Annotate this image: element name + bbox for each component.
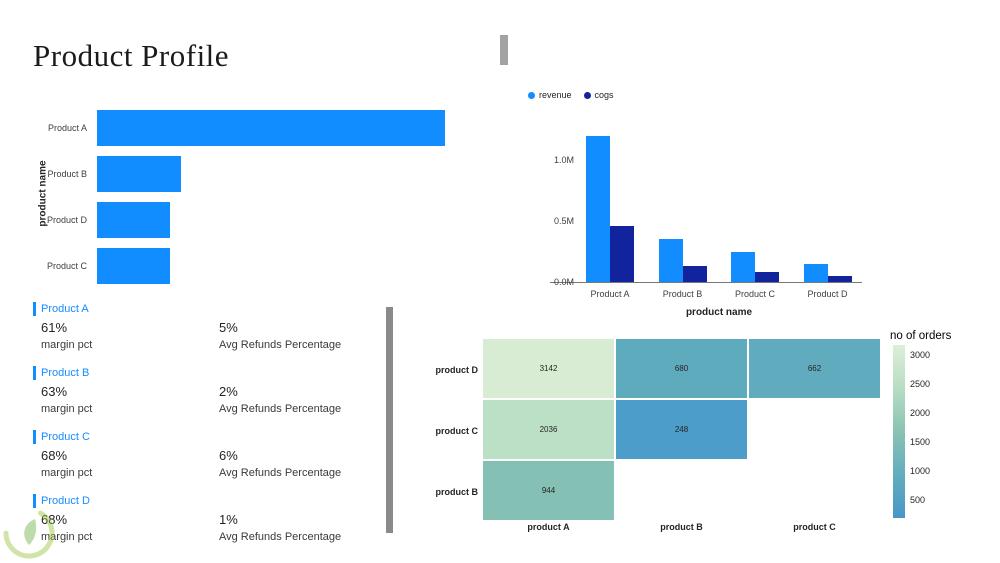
cards-scrollbar[interactable] (386, 307, 393, 533)
margin-value: 63% (41, 384, 68, 399)
card-title: Product D (33, 494, 383, 510)
heatmap-column-label: product B (660, 522, 703, 532)
cogs-bar[interactable] (682, 266, 707, 282)
bar-category-label: Product C (46, 261, 87, 271)
color-scale-tick-label: 1500 (910, 437, 931, 447)
bar-category-label: Product B (47, 169, 87, 179)
bar-chart-plot: Product A Product B Product D Product C (35, 110, 455, 294)
bar-track (97, 248, 455, 284)
refunds-value: 1% (219, 512, 238, 527)
bar-category-label: Product A (47, 123, 87, 133)
color-scale-tick-label: 3000 (910, 350, 931, 360)
refunds-value: 5% (219, 320, 238, 335)
chart-legend: revenue cogs (528, 90, 614, 100)
heatmap-orders: product D 3142 680 662 product C 2036 248 produ… (420, 330, 1000, 550)
x-axis-title: product name (685, 307, 753, 318)
bar-track (97, 156, 455, 192)
legend-item-cogs[interactable]: cogs (583, 90, 614, 100)
heatmap-cell[interactable]: 662 (749, 339, 880, 398)
refunds-label: Avg Refunds Percentage (219, 403, 342, 415)
bar[interactable] (97, 202, 171, 238)
bar-track (97, 202, 455, 238)
page-title: Product Profile (33, 38, 230, 73)
card-product-c: Product C 68% margin pct 6% Avg Refunds … (33, 430, 383, 494)
bar-row: Product B (35, 156, 455, 192)
heatmap-column-label: product A (527, 522, 570, 532)
card-product-a: Product A 61% margin pct 5% Avg Refunds … (33, 302, 383, 366)
cogs-bar[interactable] (610, 226, 634, 282)
refunds-label: Avg Refunds Percentage (219, 467, 342, 479)
x-axis-tick-label: Product B (662, 289, 703, 299)
card-title: Product C (33, 430, 383, 446)
bar-row: Product D (35, 202, 455, 238)
x-axis-tick-label: Product A (590, 289, 630, 299)
cogs-bar[interactable] (827, 275, 852, 282)
bar[interactable] (97, 248, 171, 284)
color-scale-tick-label: 2500 (910, 379, 931, 389)
margin-label: margin pct (41, 531, 93, 543)
y-axis-tick-label: 1.0M (553, 155, 574, 166)
card-title: Product A (33, 302, 383, 318)
bar[interactable] (97, 110, 445, 146)
heatmap-row-label: product C (435, 425, 479, 436)
refunds-label: Avg Refunds Percentage (219, 531, 342, 543)
heatmap-row-label: product D (435, 364, 479, 375)
revenue-bar[interactable] (586, 136, 610, 282)
refunds-value: 6% (219, 448, 238, 463)
bar-row: Product A (35, 110, 455, 146)
heatmap-column-label: product C (793, 522, 836, 532)
revenue-bar[interactable] (731, 251, 755, 282)
card-product-b: Product B 63% margin pct 2% Avg Refunds … (33, 366, 383, 430)
cogs-bar[interactable] (755, 272, 779, 282)
bar-row: Product C (35, 248, 455, 284)
bar-category-label: Product D (46, 215, 87, 225)
y-axis-tick-label: 0.0M (553, 277, 574, 287)
heatmap-cell[interactable]: 2036 (483, 400, 614, 459)
bar[interactable] (97, 156, 181, 192)
card-title: Product B (33, 366, 383, 382)
color-scale-tick-label: 2000 (910, 408, 931, 418)
margin-value: 68% (41, 512, 68, 527)
color-scale-tick-label: 1000 (910, 466, 931, 476)
margin-value: 68% (41, 448, 68, 463)
margin-label: margin pct (41, 467, 93, 479)
multi-row-card: Product A 61% margin pct 5% Avg Refunds … (33, 302, 383, 558)
x-axis-tick-label: Product C (734, 289, 776, 299)
cogs-legend-dot-icon (583, 91, 591, 99)
revenue-bar[interactable] (803, 263, 828, 282)
vertical-scrollbar[interactable] (500, 35, 508, 65)
heatmap-color-scale (893, 345, 905, 518)
legend-item-revenue[interactable]: revenue (528, 90, 572, 100)
heatmap-cell[interactable]: 680 (616, 339, 747, 398)
margin-value: 61% (41, 320, 68, 335)
margin-label: margin pct (41, 403, 93, 415)
watermark-logo (2, 506, 56, 563)
legend-label: cogs (594, 90, 614, 100)
legend-label: revenue (539, 90, 572, 100)
heatmap-row-label: product B (435, 486, 479, 497)
color-scale-tick-label: 500 (910, 495, 926, 505)
bar-track (97, 110, 455, 146)
card-product-d: Product D 68% margin pct 1% Avg Refunds … (33, 494, 383, 558)
heatmap-cell[interactable]: 3142 (483, 339, 614, 398)
heatmap-cell[interactable]: 248 (616, 400, 747, 459)
revenue-legend-dot-icon (528, 91, 535, 99)
heatmap-legend-title: no of orders (890, 330, 952, 342)
heatmap-cell[interactable]: 944 (483, 461, 614, 520)
column-chart-revenue-cogs: revenue cogs 1.0M 0.5M 0.0M product name P… (520, 85, 865, 320)
bar-chart-product-name: product name Product A Product B Product D… (35, 100, 455, 292)
refunds-value: 2% (219, 384, 238, 399)
y-axis-tick-label: 0.5M (553, 216, 574, 227)
column-chart-plot: 1.0M 0.5M 0.0M (550, 125, 862, 287)
x-axis-tick-label: Product D (807, 289, 848, 299)
refunds-label: Avg Refunds Percentage (219, 339, 342, 351)
revenue-bar[interactable] (658, 239, 683, 282)
margin-label: margin pct (41, 339, 93, 351)
